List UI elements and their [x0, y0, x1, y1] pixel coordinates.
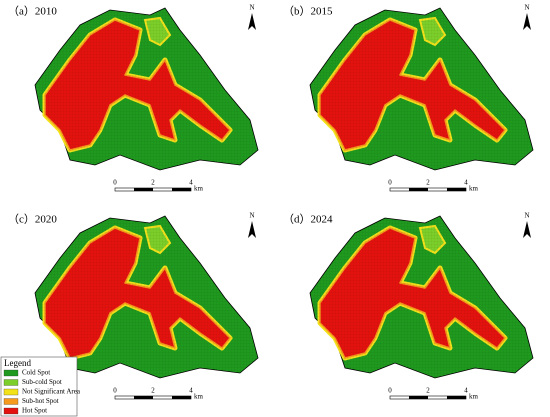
- map-panel: （a）2010 N 0 2 4km: [8, 4, 258, 193]
- scale-label: 2: [151, 387, 155, 395]
- legend-title: Legend: [4, 358, 31, 368]
- panel-title: （b）2015: [283, 5, 333, 18]
- legend-swatch: [3, 407, 19, 415]
- scale-label: 2: [426, 387, 430, 395]
- scale-label: 4: [189, 387, 193, 395]
- scale-bar-segment: [172, 188, 191, 191]
- scale-unit: km: [469, 185, 479, 193]
- panel-title: （c）2020: [8, 213, 57, 226]
- map-panel: （d）2024 N 0 2 4km: [283, 212, 533, 401]
- scale-bar-segment: [409, 188, 428, 191]
- north-arrow: [523, 221, 531, 238]
- scale-label: 4: [464, 387, 468, 395]
- study-area-map: [35, 216, 258, 378]
- legend-label: Hot Spot: [22, 407, 47, 415]
- scale-label: 0: [113, 387, 117, 395]
- scale-bar-segment: [172, 396, 191, 399]
- scale-bar-segment: [134, 188, 153, 191]
- scale-unit: km: [469, 393, 479, 401]
- scale-label: 0: [113, 179, 117, 187]
- north-arrow: [248, 221, 256, 238]
- legend-label: Sub-hot Spot: [22, 397, 59, 405]
- scale-bar-segment: [447, 396, 466, 399]
- legend-swatch: [3, 388, 19, 396]
- north-label: N: [249, 4, 254, 12]
- scale-unit: km: [194, 185, 204, 193]
- legend-label: Sub-cold Spot: [22, 378, 62, 386]
- scale-unit: km: [194, 393, 204, 401]
- legend-label: Cold Spot: [22, 369, 50, 377]
- study-area-map: [310, 8, 533, 170]
- north-arrow: [523, 13, 531, 30]
- north-label: N: [524, 212, 529, 220]
- legend-swatch: [3, 379, 19, 386]
- scale-label: 2: [151, 179, 155, 187]
- legend-box: [0, 356, 78, 417]
- scale-bar-segment: [409, 396, 428, 399]
- scale-bar-segment: [447, 188, 466, 191]
- study-area-map: [35, 8, 258, 170]
- scale-bar-segment: [134, 396, 153, 399]
- panel-title: （a）2010: [8, 5, 57, 18]
- legend-label: Not Significant Area: [22, 388, 81, 396]
- scale-label: 2: [426, 179, 430, 187]
- scale-label: 0: [388, 179, 392, 187]
- legend-swatch: [3, 369, 19, 377]
- map-panel: （b）2015 N 0 2 4km: [283, 4, 533, 193]
- legend-swatch: [3, 398, 19, 405]
- north-label: N: [524, 4, 529, 12]
- north-arrow: [248, 13, 256, 30]
- scale-label: 0: [388, 387, 392, 395]
- north-label: N: [249, 212, 254, 220]
- scale-label: 4: [464, 179, 468, 187]
- panel-title: （d）2024: [283, 213, 333, 226]
- scale-label: 4: [189, 179, 193, 187]
- study-area-map: [310, 216, 533, 378]
- map-panel: （c）2020 N 0 2 4km: [8, 212, 258, 401]
